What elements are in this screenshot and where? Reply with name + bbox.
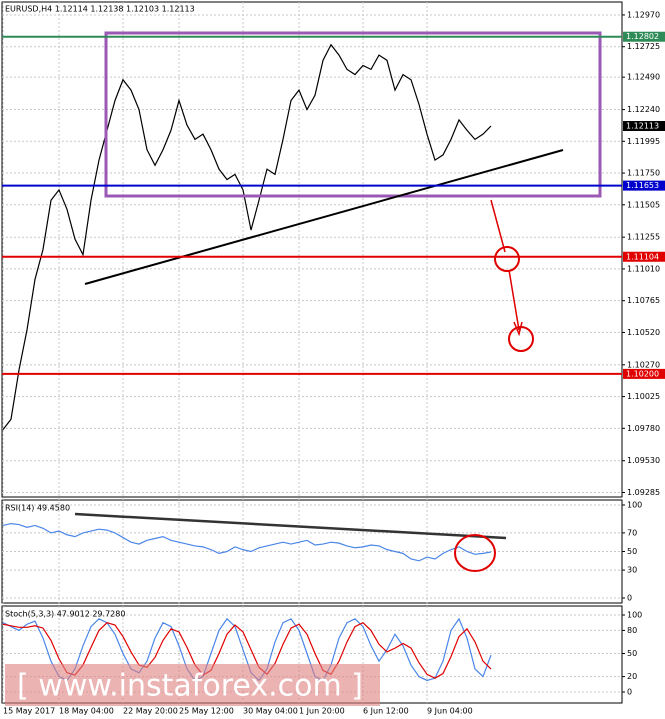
x-tick-label: 18 May 04:00 [59,707,114,716]
level-label: 1.12802 [626,32,659,41]
x-tick-label: 25 May 12:00 [179,707,234,716]
rsi-line [2,522,492,562]
x-tick-label: 6 Jun 12:00 [363,707,409,716]
y-tick-label: 1.09530 [627,456,660,465]
y-tick-label: 50 [627,649,637,658]
watermark: [ www.instaforex.com ] [17,669,363,704]
circle [454,534,496,572]
y-tick-label: 1.11750 [627,169,660,178]
rsi-trend-line [74,512,507,540]
grid [2,2,622,703]
rsi-title: RSI(14) 49.4580 [5,504,70,513]
y-tick-label: 1.11505 [627,200,660,209]
level-box [623,31,665,42]
level-box [623,368,665,379]
y-tick-label: 1.12725 [627,42,660,51]
y-tick-label: 80 [627,626,637,635]
y-tick-label: 1.12970 [627,10,660,19]
y-tick-label: 1.10765 [627,296,660,305]
y-tick-label: 1.10025 [627,392,660,401]
y-tick-label: 0 [627,688,632,697]
y-tick-label: 1.12490 [627,73,660,82]
circle [494,246,520,272]
level-label: 1.11653 [626,181,659,190]
y-tick-label: 1.11255 [627,233,660,242]
stoch-line [2,621,492,679]
stoch-line [2,617,492,682]
watermark-bg [5,664,380,706]
stoch-title: Stoch(5,3,3) 47.9012 29.7280 [5,610,125,619]
arrow [490,199,523,337]
y-tick-label: 0 [627,594,632,603]
plot [2,43,492,682]
x-tick-label: 15 May 2017 [3,707,55,716]
x-tick-label: 1 Jun 20:00 [299,707,345,716]
price-box [623,121,665,132]
price-label: 1.12113 [626,122,659,131]
range-box [104,31,602,198]
y-tick-label: 50 [627,547,637,556]
trend-line [84,149,564,285]
y-tick-label: 70 [627,528,637,537]
y-tick-label: 30 [627,566,637,575]
y-tick-label: 20 [627,672,637,681]
level-box [623,251,665,262]
price-line [2,43,492,430]
y-tick-label: 100 [627,611,642,620]
y-tick-label: 1.09285 [627,488,660,497]
y-tick-label: 1.11995 [627,137,660,146]
level-label: 1.10200 [626,369,659,378]
y-tick-label: 1.10270 [627,360,660,369]
x-tick-label: 30 May 04:00 [243,707,298,716]
y-tick-label: 1.10520 [627,328,660,337]
level-label: 1.11104 [626,252,659,261]
chart-title: EURUSD,H4 1.12114 1.12138 1.12103 1.1211… [5,5,195,14]
x-tick-label: 9 Jun 04:00 [427,707,473,716]
y-tick-label: 1.11010 [627,264,660,273]
main-panel [1,1,623,498]
y-tick-label: 1.12240 [627,105,660,114]
y-tick-label: 1.09780 [627,424,660,433]
x-tick-label: 22 May 20:00 [123,707,178,716]
level-box [623,180,665,191]
y-tick-label: 100 [627,501,642,510]
